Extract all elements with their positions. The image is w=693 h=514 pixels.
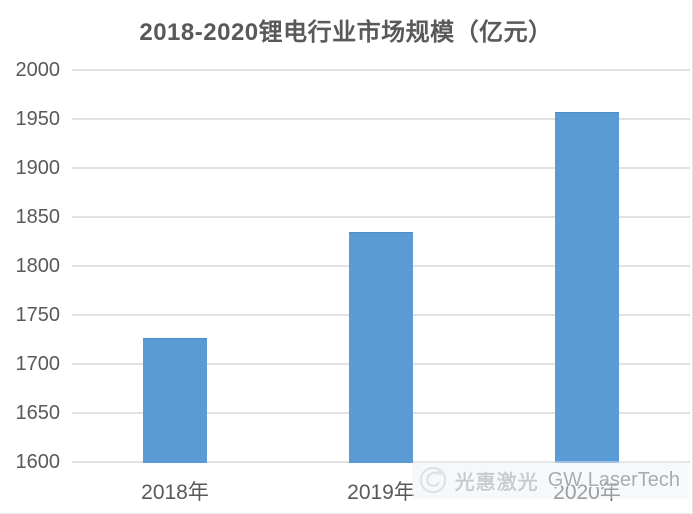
- y-tick-label: 1850: [15, 206, 61, 228]
- y-tick-label: 2000: [15, 59, 61, 81]
- bar-2020年: [555, 112, 619, 463]
- y-tick-label: 1650: [15, 402, 61, 424]
- gridline: [72, 118, 690, 120]
- y-tick-label: 1900: [15, 157, 61, 179]
- bar-2018年: [143, 337, 207, 463]
- y-tick-label: 1750: [15, 304, 61, 326]
- x-axis-label: 2019年: [347, 481, 415, 504]
- x-axis-label: 2020年: [553, 481, 621, 504]
- y-tick-label: 1600: [15, 451, 61, 473]
- y-tick-label: 1950: [15, 108, 61, 130]
- gridline: [72, 216, 690, 218]
- y-tick-label: 1800: [15, 255, 61, 277]
- gridline: [72, 167, 690, 169]
- bar-2019年: [349, 231, 413, 463]
- y-tick-label: 1700: [15, 353, 61, 375]
- gridline: [72, 69, 690, 71]
- x-axis-label: 2018年: [141, 481, 209, 504]
- chart-title: 2018-2020锂电行业市场规模（亿元）: [139, 19, 553, 46]
